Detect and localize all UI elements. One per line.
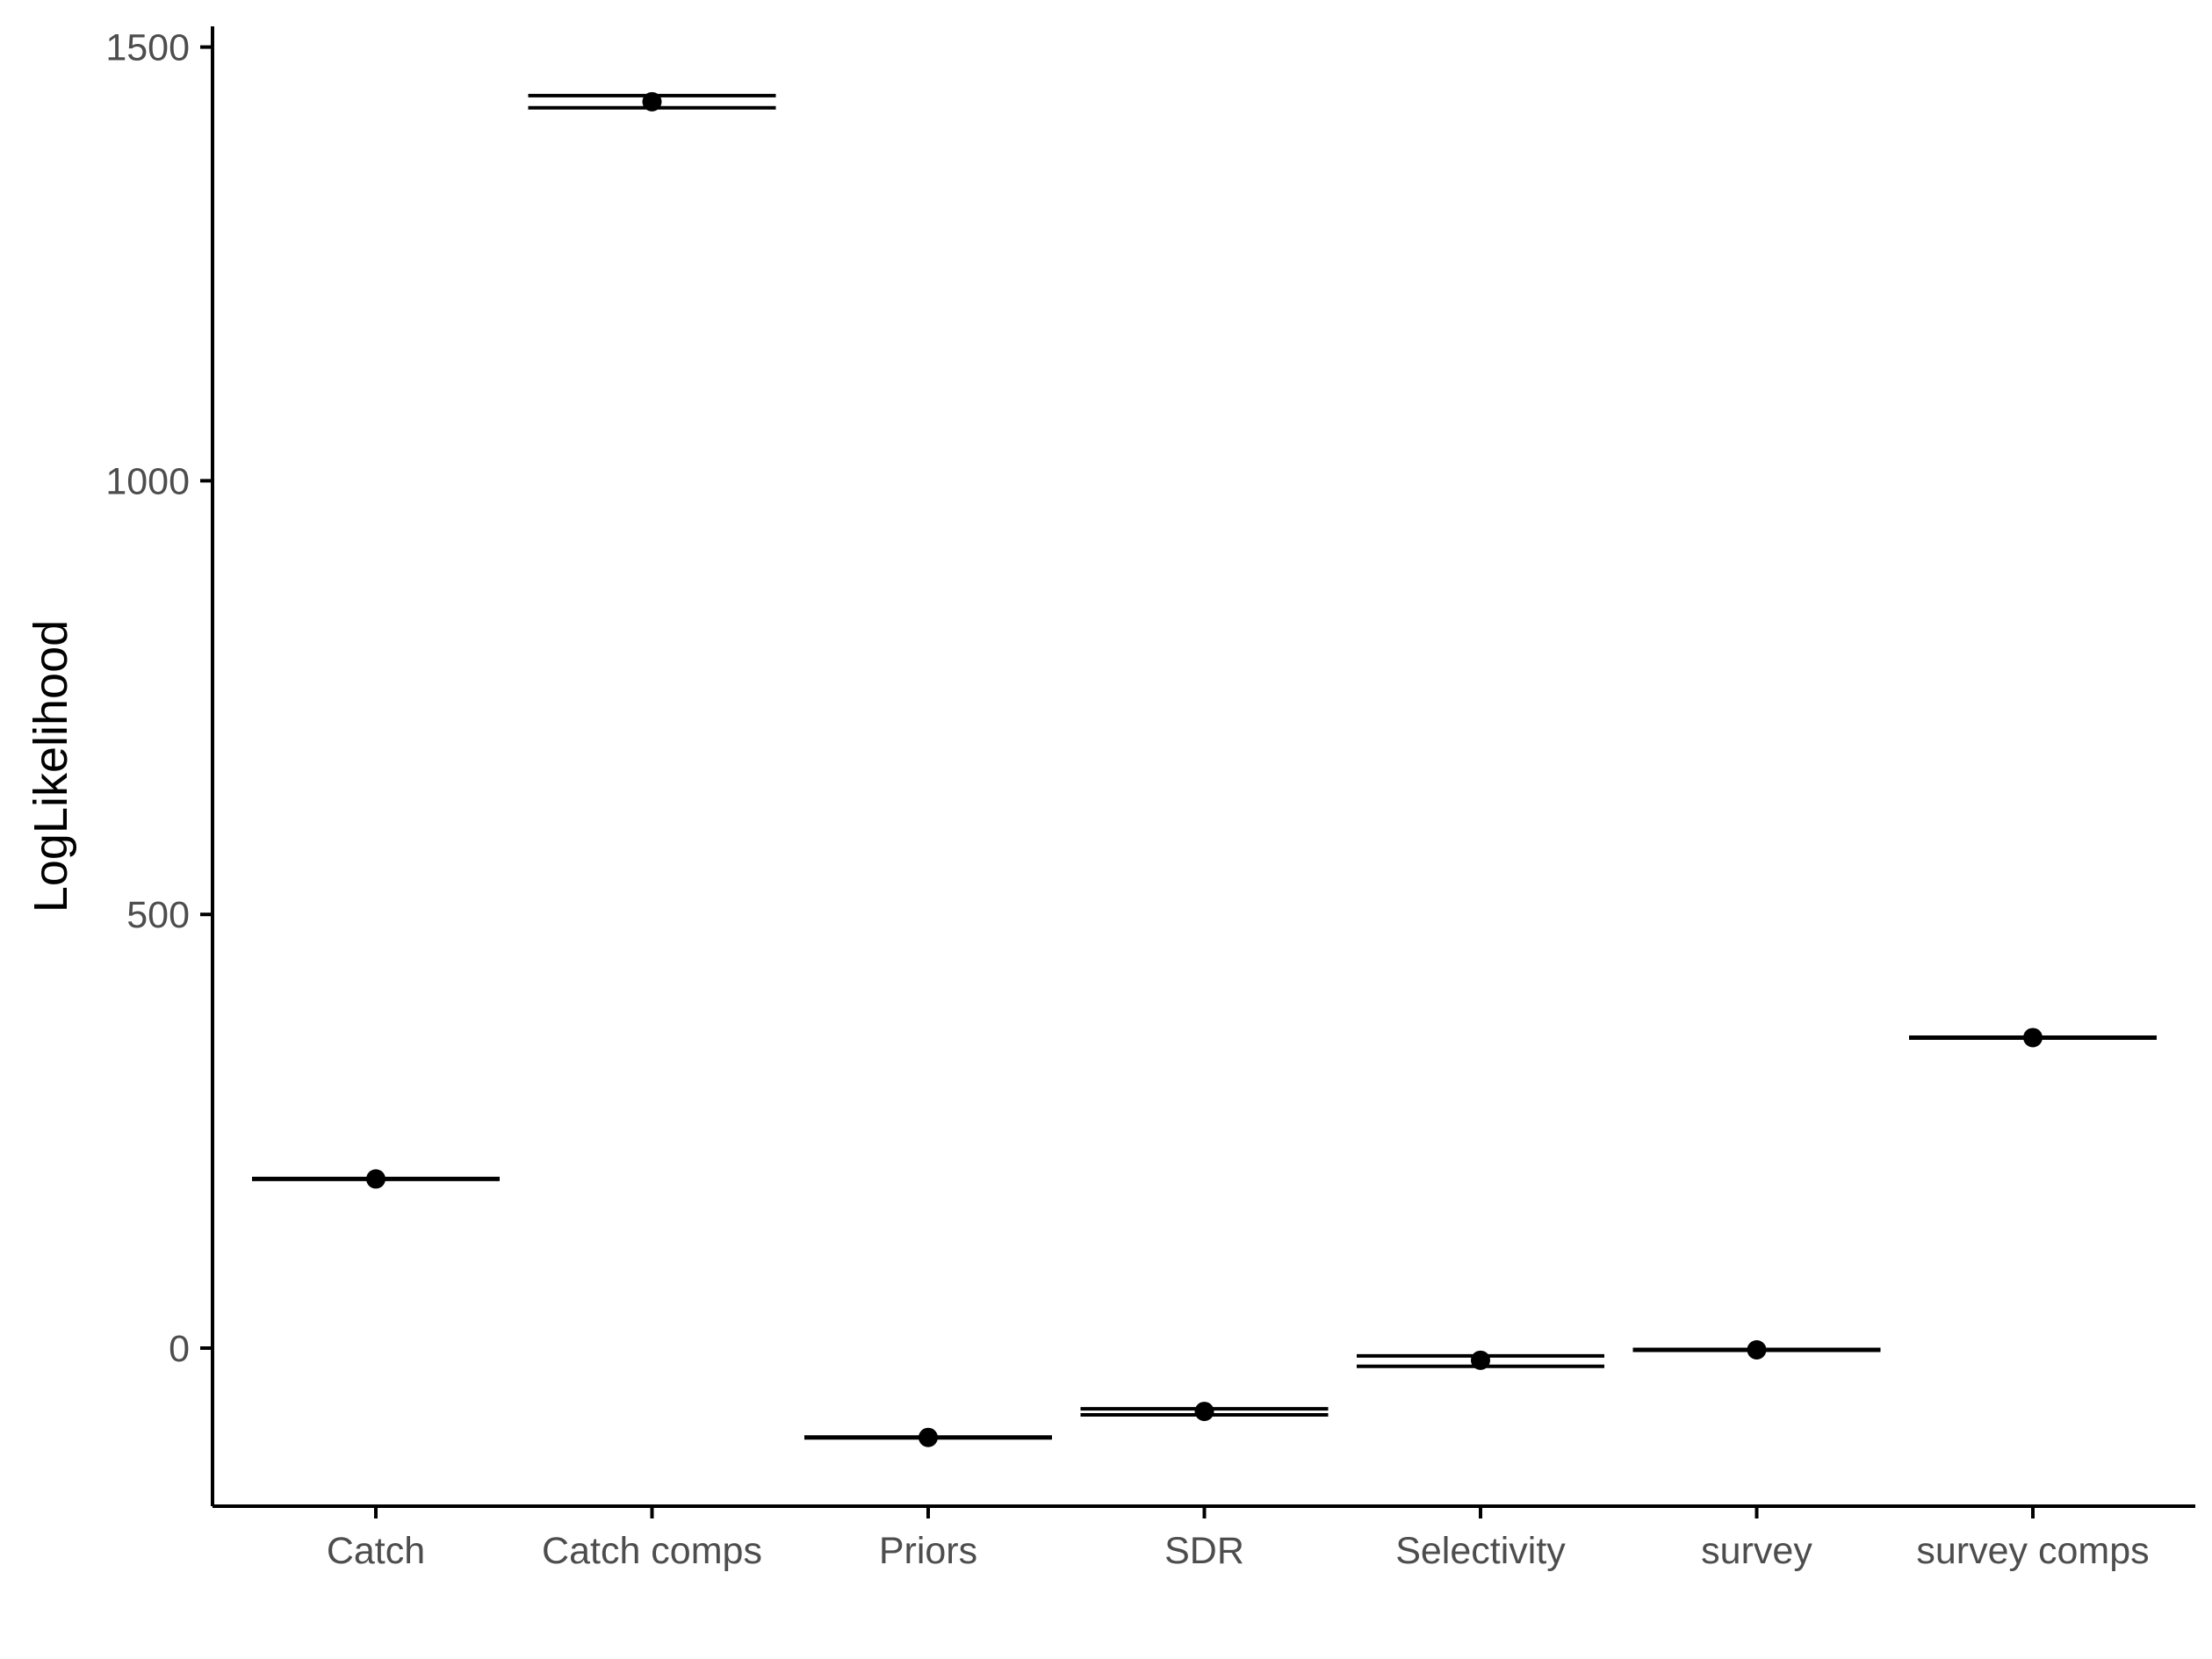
x-tick-label-priors: Priors [879, 1530, 977, 1572]
y-tick-label-0: 0 [169, 1328, 190, 1370]
point-selectivity [1471, 1350, 1490, 1370]
y-axis-title: LogLikelihood [25, 620, 77, 912]
x-tick-label-sdr: SDR [1164, 1530, 1244, 1572]
point-sdr [1194, 1402, 1214, 1422]
point-survey-comps [2023, 1028, 2043, 1048]
plot-marks [252, 91, 2157, 1447]
x-tick-label-catch-comps: Catch comps [542, 1530, 762, 1572]
x-tick-label-selectivity: Selectivity [1395, 1530, 1566, 1572]
y-tick-label-1500: 1500 [105, 27, 190, 69]
x-tick-label-survey-comps: survey comps [1916, 1530, 2149, 1572]
axis-labels: 0 500 1000 1500 Catch Catch comps Priors SDR Sel… [25, 27, 2150, 1572]
point-priors [919, 1427, 938, 1447]
point-catch [366, 1169, 385, 1189]
y-tick-label-1000: 1000 [105, 460, 190, 502]
x-tick-label-catch: Catch [327, 1530, 425, 1572]
point-survey [1747, 1339, 1767, 1360]
axes [200, 26, 2195, 1518]
point-catch-comps [642, 91, 662, 112]
y-tick-label-500: 500 [126, 894, 190, 936]
x-tick-label-survey: survey [1701, 1530, 1812, 1572]
